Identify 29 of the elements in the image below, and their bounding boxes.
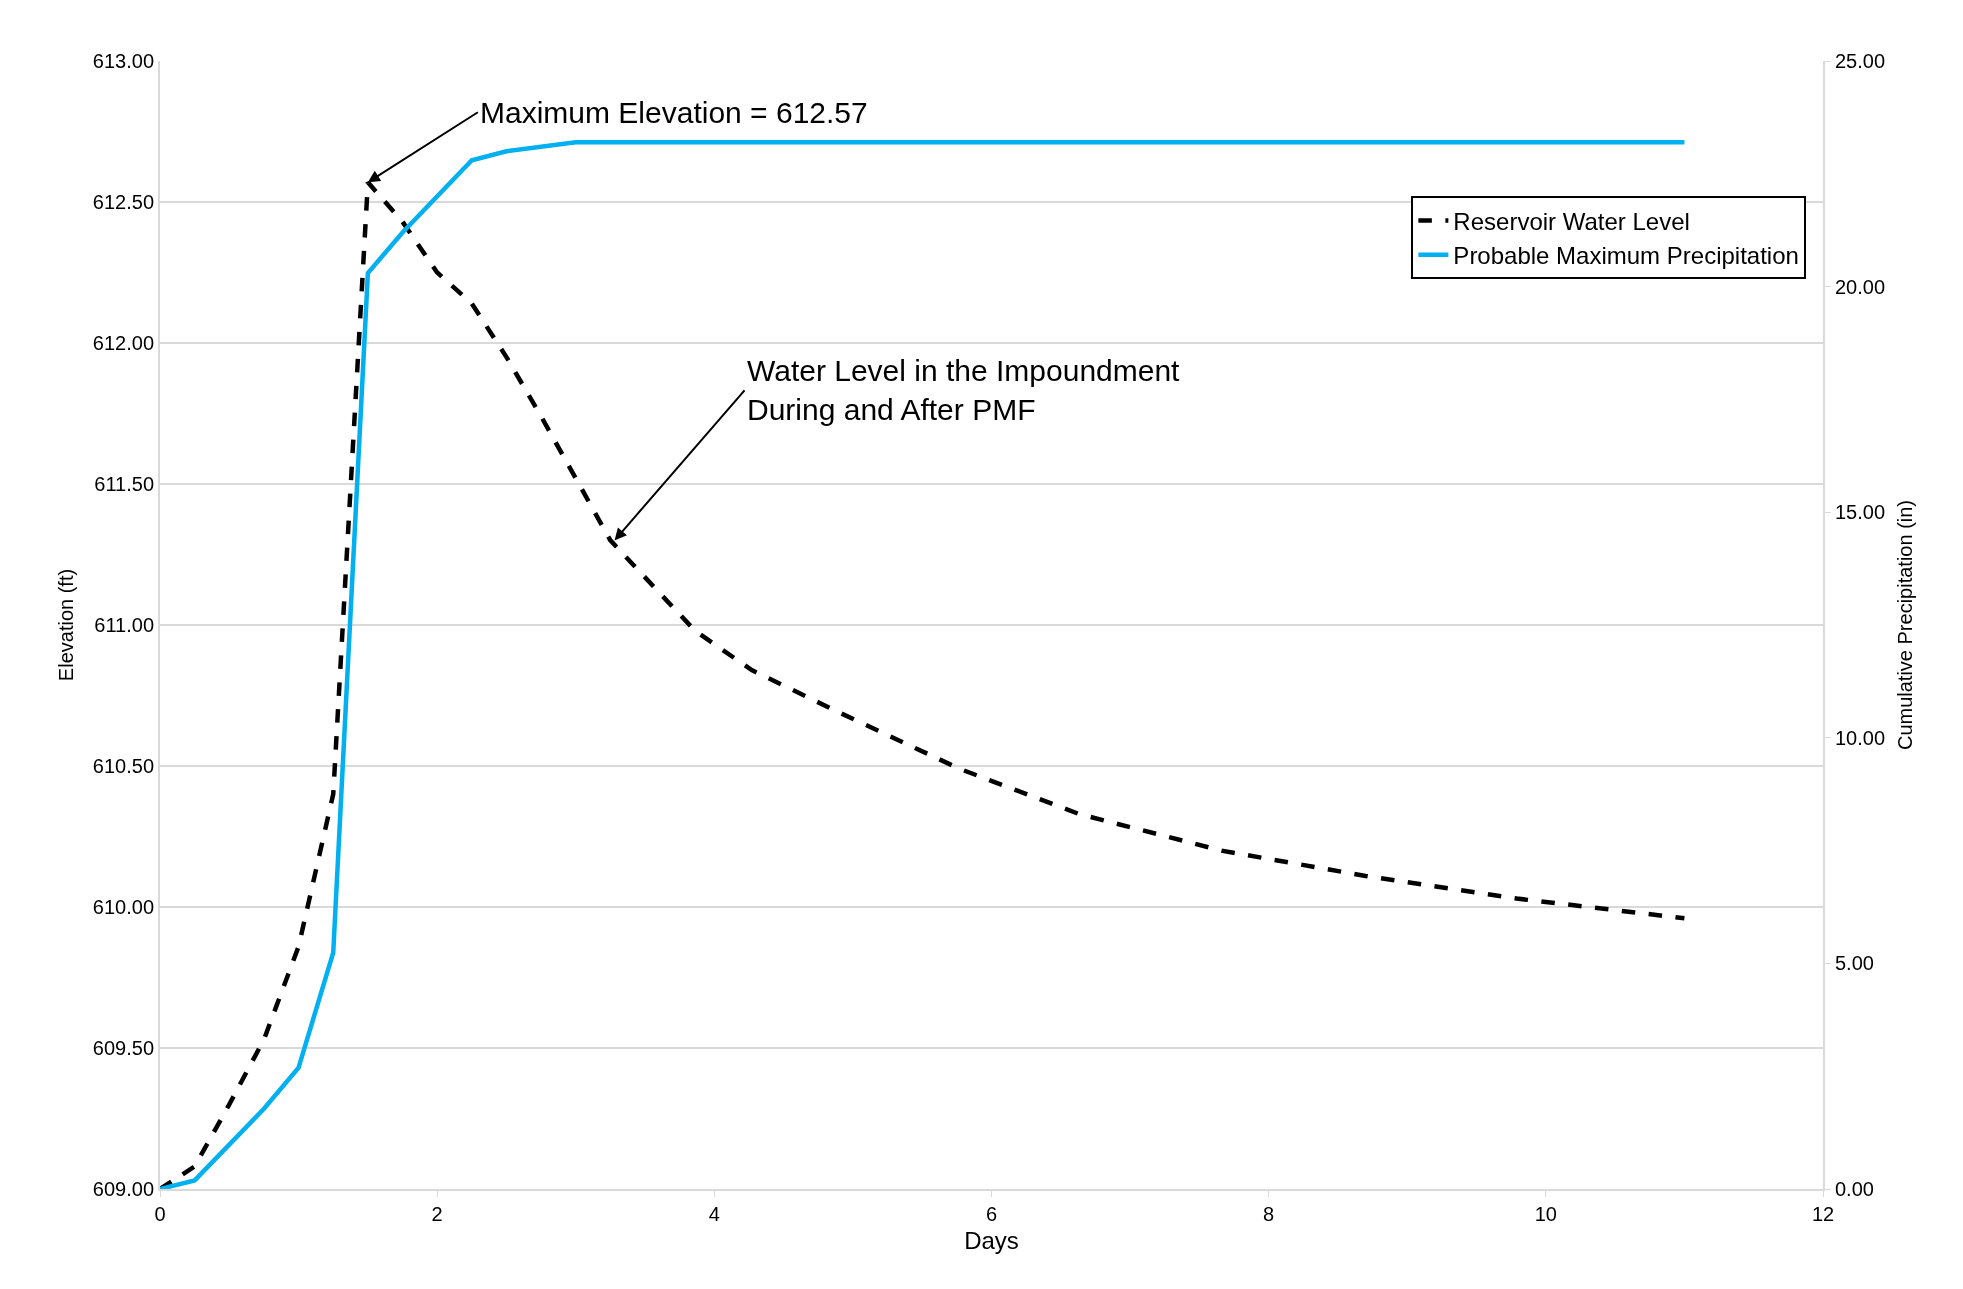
legend-label: Probable Maximum Precipitation [1453, 242, 1799, 270]
y2-tick-label: 25.00 [1835, 50, 1886, 72]
annotation: Maximum Elevation = 612.57 [480, 96, 868, 129]
x-tick-label: 2 [431, 1203, 443, 1225]
x-axis-title: Days [964, 1226, 1019, 1254]
y-tick-label: 613.00 [92, 50, 154, 72]
y-axis-title: Elevation (ft) [54, 568, 77, 682]
y2-tick-label: 5.00 [1835, 952, 1874, 975]
y2-tick-label: 10.00 [1835, 726, 1886, 749]
y-tick-label: 612.00 [92, 332, 154, 354]
x-tick-label: 8 [1263, 1203, 1275, 1225]
y-tick-label: 611.00 [94, 614, 154, 636]
legend-label: Reservoir Water Level [1453, 207, 1690, 235]
y2-axis-title: Cumulative Precipitation (in) [1894, 499, 1917, 751]
x-tick-label: 0 [154, 1203, 166, 1225]
y-tick-label: 610.50 [92, 755, 154, 777]
y2-tick-label: 15.00 [1835, 501, 1886, 524]
x-tick-label: 12 [1811, 1203, 1835, 1225]
y-tick-label: 609.50 [92, 1037, 154, 1059]
x-tick-label: 10 [1534, 1203, 1557, 1225]
y-tick-label: 609.00 [92, 1178, 154, 1200]
y-tick-label: 610.00 [92, 896, 154, 918]
x-tick-label: 6 [985, 1203, 998, 1225]
y2-tick-label: 0.00 [1835, 1178, 1874, 1200]
y-tick-label: 612.50 [92, 191, 154, 213]
x-tick-label: 4 [708, 1203, 720, 1225]
y-tick-label: 611.50 [94, 473, 154, 495]
y2-tick-label: 20.00 [1835, 275, 1886, 298]
annotation: Water Level in the Impoundment During and After PMF [747, 354, 1181, 426]
